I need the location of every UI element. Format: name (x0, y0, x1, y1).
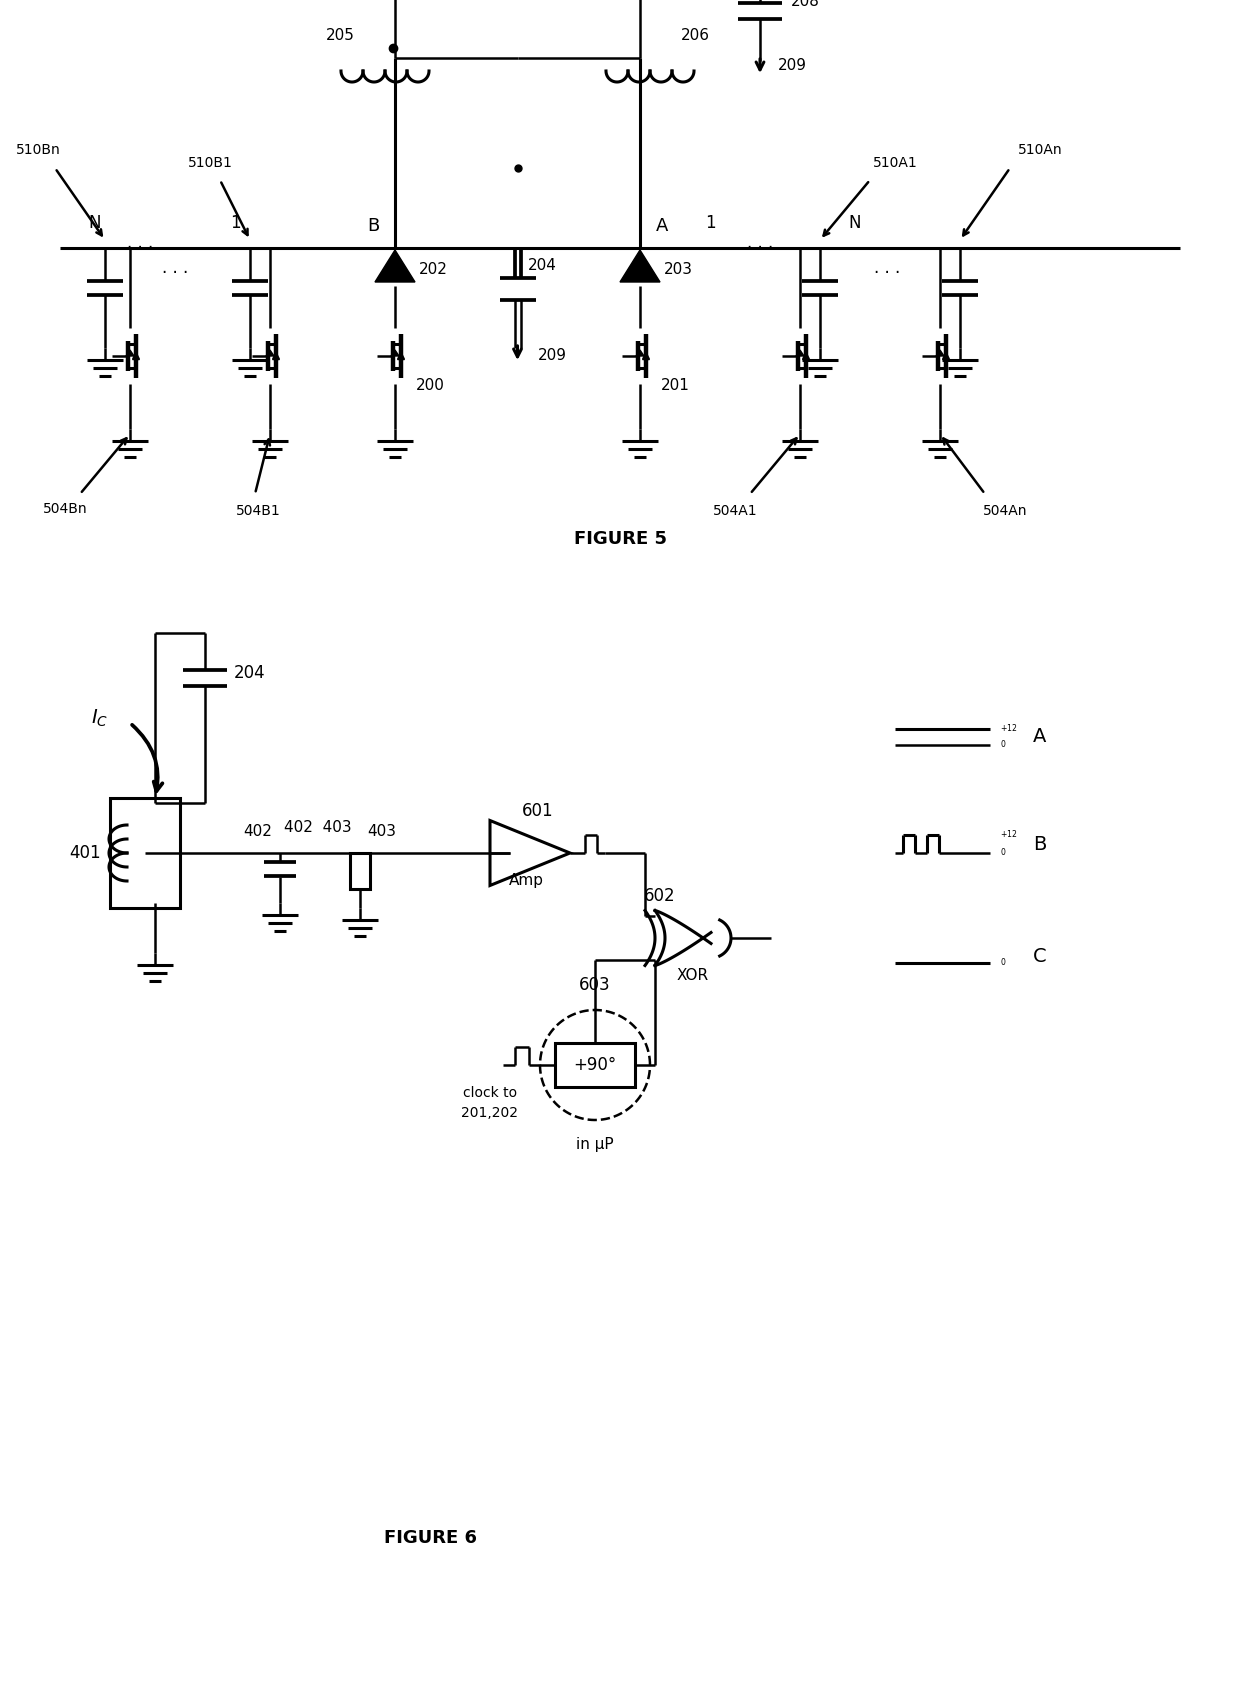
Text: 402  403: 402 403 (284, 821, 352, 836)
Text: $_0$: $_0$ (999, 738, 1007, 752)
Text: N: N (89, 213, 102, 232)
Text: clock to: clock to (463, 1085, 517, 1100)
Text: B: B (367, 217, 379, 235)
Text: 201,202: 201,202 (461, 1106, 518, 1121)
Text: A: A (1033, 728, 1047, 747)
Text: $I_C$: $I_C$ (92, 708, 109, 728)
Text: 202: 202 (419, 262, 448, 278)
Text: 204: 204 (234, 664, 265, 682)
Text: $^{+12}$: $^{+12}$ (999, 830, 1018, 840)
Text: B: B (1033, 835, 1047, 853)
Text: XOR: XOR (677, 968, 709, 984)
Text: 201: 201 (661, 379, 689, 393)
Text: FIGURE 5: FIGURE 5 (573, 530, 667, 549)
Polygon shape (267, 350, 274, 356)
Text: 402: 402 (243, 823, 273, 838)
Polygon shape (796, 350, 804, 356)
Text: 504B1: 504B1 (236, 505, 280, 518)
Polygon shape (620, 251, 660, 283)
Text: . . .: . . . (874, 259, 900, 278)
Text: 209: 209 (777, 59, 806, 73)
Text: in μP: in μP (577, 1138, 614, 1153)
Polygon shape (374, 251, 415, 283)
Text: $^{+12}$: $^{+12}$ (999, 725, 1018, 735)
Polygon shape (636, 350, 644, 356)
Text: 510An: 510An (1018, 142, 1063, 157)
Text: $_0$: $_0$ (999, 846, 1007, 860)
Text: 205: 205 (326, 29, 355, 44)
Text: 1: 1 (229, 213, 241, 232)
Polygon shape (126, 350, 134, 356)
Text: 209: 209 (538, 349, 567, 364)
Text: 204: 204 (528, 259, 557, 274)
Text: 203: 203 (663, 262, 692, 278)
Text: C: C (1033, 948, 1047, 967)
Text: 208: 208 (791, 0, 820, 8)
Text: 601: 601 (522, 802, 554, 819)
Text: 510B1: 510B1 (187, 156, 232, 169)
Text: 401: 401 (69, 845, 100, 862)
Text: 504A1: 504A1 (713, 505, 758, 518)
Text: . . .: . . . (162, 259, 188, 278)
Bar (556, 1043, 635, 1087)
Text: 603: 603 (579, 975, 611, 994)
Text: . . .: . . . (746, 234, 773, 252)
Text: 206: 206 (681, 29, 709, 44)
Text: 1: 1 (704, 213, 715, 232)
Text: Amp: Amp (508, 874, 543, 889)
Text: $_0$: $_0$ (999, 957, 1007, 968)
Bar (350, 853, 370, 889)
Text: 602: 602 (645, 887, 676, 906)
Text: 403: 403 (367, 823, 397, 838)
Text: A: A (656, 217, 668, 235)
Text: 504Bn: 504Bn (42, 503, 87, 516)
Bar (110, 797, 180, 907)
Text: 200: 200 (415, 379, 444, 393)
Polygon shape (391, 350, 399, 356)
Text: 510Bn: 510Bn (16, 142, 61, 157)
Text: . . .: . . . (126, 234, 153, 252)
Text: FIGURE 6: FIGURE 6 (383, 1529, 476, 1547)
Text: 510A1: 510A1 (873, 156, 918, 169)
Text: N: N (848, 213, 862, 232)
Polygon shape (936, 350, 944, 356)
Text: 504An: 504An (983, 505, 1027, 518)
Text: +90°: +90° (573, 1056, 616, 1073)
